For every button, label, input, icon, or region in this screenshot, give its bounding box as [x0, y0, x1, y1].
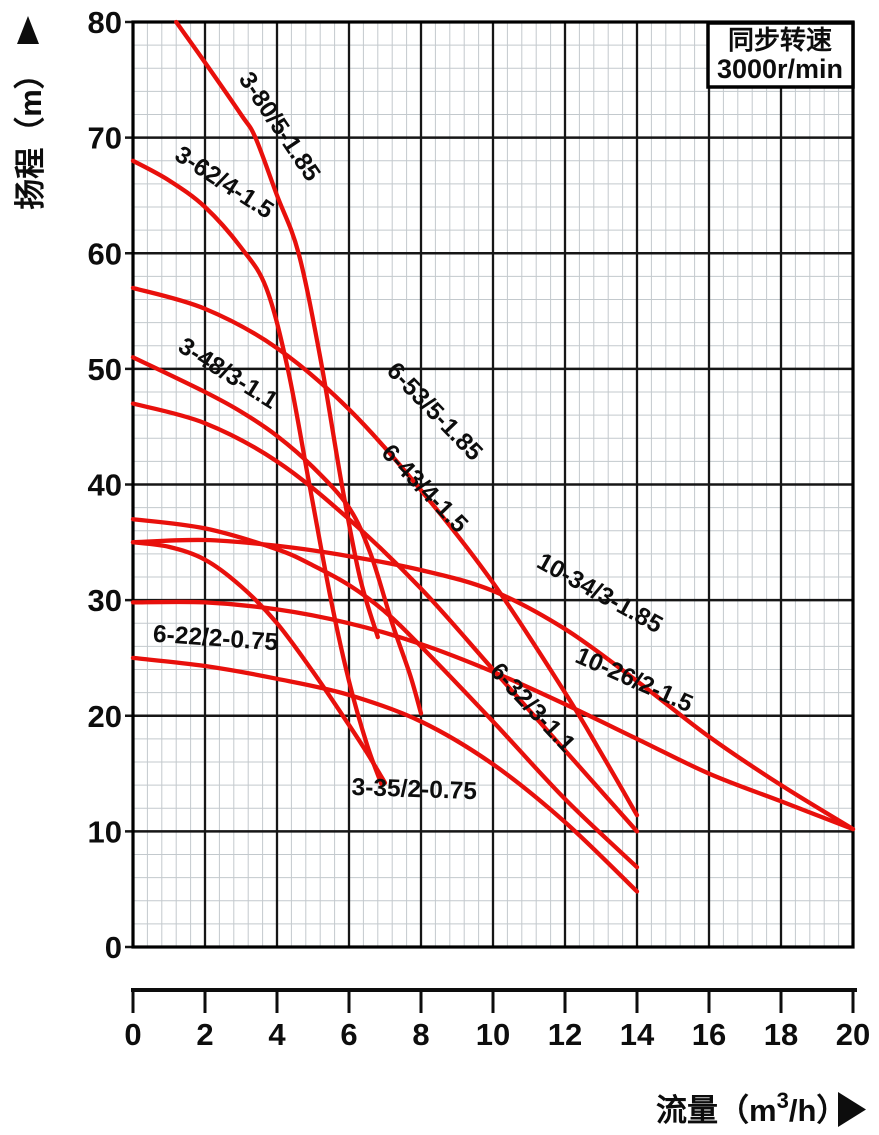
x-axis-label: 流量（m3/h） — [656, 1088, 847, 1128]
curve-label: 6-22/2-0.75 — [152, 621, 279, 657]
y-tick-label: 60 — [88, 236, 122, 271]
x-tick-label: 10 — [476, 1017, 510, 1052]
y-tick-label: 10 — [88, 814, 122, 849]
y-tick-label: 80 — [88, 5, 122, 40]
x-tick-label: 4 — [268, 1017, 286, 1052]
x-axis-label-prefix: 流量（m — [656, 1093, 777, 1128]
x-tick-label: 20 — [836, 1017, 870, 1052]
x-tick-label: 14 — [620, 1017, 655, 1052]
y-tick-label: 40 — [88, 468, 122, 503]
pump-curve — [130, 158, 384, 787]
y-tick-label: 50 — [88, 352, 122, 387]
x-tick-label: 6 — [340, 1017, 357, 1052]
x-axis-label-suffix: /h） — [789, 1093, 848, 1128]
x-axis-label-superscript: 3 — [777, 1088, 789, 1113]
grid — [125, 20, 855, 949]
pump-curve — [130, 599, 856, 832]
legend-speed-value: 3000r/min — [717, 54, 843, 84]
curve-label: 10-34/3-1.85 — [532, 548, 667, 639]
plot-border — [131, 20, 855, 949]
pump-curves — [130, 19, 856, 894]
pump-curve — [130, 517, 640, 870]
x-tick-label: 16 — [692, 1017, 726, 1052]
pump-curve — [130, 655, 640, 894]
legend-speed-label: 同步转速 — [728, 25, 832, 55]
pump-curve — [130, 285, 640, 818]
y-tick-label: 70 — [88, 121, 122, 156]
right-arrow-icon — [838, 1092, 866, 1127]
pump-curve — [130, 540, 388, 785]
x-tick-label: 18 — [764, 1017, 798, 1052]
pump-curve — [130, 401, 640, 834]
x-tick-label: 2 — [196, 1017, 213, 1052]
pump-curve — [130, 355, 424, 716]
x-tick-label: 12 — [548, 1017, 582, 1052]
y-tick-label: 20 — [88, 699, 122, 734]
legend: 同步转速 3000r/min — [706, 21, 855, 89]
legend-box — [706, 21, 855, 89]
y-tick-label: 30 — [88, 583, 122, 618]
y-axis-label: 扬程（m） — [13, 58, 48, 210]
up-arrow-icon — [17, 16, 39, 44]
y-tick-label: 0 — [105, 930, 122, 965]
curve-label: 3-80/5-1.85 — [233, 67, 325, 186]
x-tick-label: 8 — [412, 1017, 429, 1052]
x-tick-label: 0 — [124, 1017, 141, 1052]
pump-curve — [130, 537, 856, 832]
curve-label: 10-26/2-1.5 — [571, 642, 696, 718]
x-axis-title: 流量（m3/h） — [656, 1088, 866, 1128]
y-axis-title: 扬程（m） — [13, 16, 48, 210]
curve-label: 3-35/2-0.75 — [351, 774, 477, 805]
pump-curve — [174, 19, 380, 640]
axes: 80 70 60 50 40 30 20 10 0 0 2 4 6 8 10 12 14 16 18 20 — [88, 5, 871, 1052]
